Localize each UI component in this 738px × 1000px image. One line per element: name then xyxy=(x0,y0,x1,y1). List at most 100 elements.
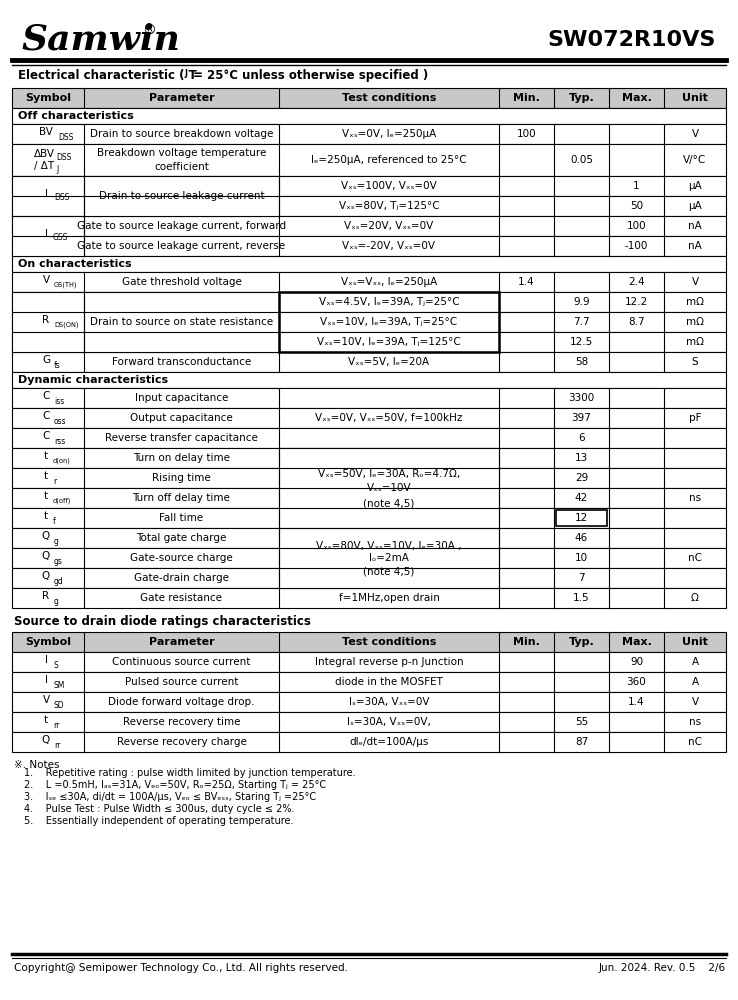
Text: Vₓₛ=0V, Vₓₛ=50V, f=100kHz: Vₓₛ=0V, Vₓₛ=50V, f=100kHz xyxy=(315,413,463,423)
Text: gs: gs xyxy=(54,556,63,566)
Text: 360: 360 xyxy=(627,677,646,687)
Text: 1.    Repetitive rating : pulse width limited by junction temperature.: 1. Repetitive rating : pulse width limit… xyxy=(24,768,356,778)
Text: Reverse transfer capacitance: Reverse transfer capacitance xyxy=(105,433,258,443)
Text: S: S xyxy=(53,660,58,670)
Text: Iₒ=2mA: Iₒ=2mA xyxy=(369,553,409,563)
Text: fs: fs xyxy=(54,360,61,369)
Text: Rising time: Rising time xyxy=(152,473,211,483)
Text: A: A xyxy=(692,657,699,667)
Text: Min.: Min. xyxy=(513,93,540,103)
Text: 42: 42 xyxy=(575,493,588,503)
Text: nA: nA xyxy=(688,221,702,231)
Text: ns: ns xyxy=(689,493,701,503)
Text: Pulsed source current: Pulsed source current xyxy=(125,677,238,687)
Text: 29: 29 xyxy=(575,473,588,483)
Text: t: t xyxy=(44,451,48,461)
Text: Vₓₛ=4.5V, Iₑ=39A, Tⱼ=25°C: Vₓₛ=4.5V, Iₑ=39A, Tⱼ=25°C xyxy=(319,297,459,307)
Text: f=1MHz,open drain: f=1MHz,open drain xyxy=(339,593,439,603)
Bar xyxy=(12,388,726,408)
Text: diode in the MOSFET: diode in the MOSFET xyxy=(335,677,443,687)
Text: Turn off delay time: Turn off delay time xyxy=(133,493,230,503)
Text: 4.    Pulse Test : Pulse Width ≤ 300us, duty cycle ≤ 2%.: 4. Pulse Test : Pulse Width ≤ 300us, dut… xyxy=(24,804,294,814)
Bar xyxy=(12,292,279,352)
Text: 3.    Iₛₑ ≤30A, di/dt = 100A/μs, Vₑₒ ≤ BVₑₛₛ, Staring Tⱼ =25°C: 3. Iₛₑ ≤30A, di/dt = 100A/μs, Vₑₒ ≤ BVₑₛ… xyxy=(24,792,316,802)
Text: d(off): d(off) xyxy=(53,498,72,504)
Text: rr: rr xyxy=(54,740,61,750)
Text: Gate to source leakage current, forward: Gate to source leakage current, forward xyxy=(77,221,286,231)
Bar xyxy=(12,692,726,712)
Text: iss: iss xyxy=(54,396,64,406)
Text: 1.4: 1.4 xyxy=(628,697,645,707)
Text: BV: BV xyxy=(39,127,53,137)
Text: mΩ: mΩ xyxy=(686,317,704,327)
Text: Output capacitance: Output capacitance xyxy=(130,413,233,423)
Text: Iₛ=30A, Vₓₛ=0V: Iₛ=30A, Vₓₛ=0V xyxy=(349,697,430,707)
Text: Vₓₛ=Vₓₛ, Iₑ=250μA: Vₓₛ=Vₓₛ, Iₑ=250μA xyxy=(341,277,437,287)
Text: Q: Q xyxy=(42,551,50,561)
Text: Vₓₛ=0V, Iₑ=250μA: Vₓₛ=0V, Iₑ=250μA xyxy=(342,129,436,139)
Text: V/°C: V/°C xyxy=(683,155,706,165)
Bar xyxy=(12,292,726,312)
Text: nC: nC xyxy=(688,737,702,747)
Text: 1.4: 1.4 xyxy=(518,277,535,287)
Text: mΩ: mΩ xyxy=(686,337,704,347)
Text: Total gate charge: Total gate charge xyxy=(137,533,227,543)
Text: Vₓₛ=5V, Iₑ=20A: Vₓₛ=5V, Iₑ=20A xyxy=(348,357,430,367)
Text: 90: 90 xyxy=(630,657,643,667)
Text: ※. Notes: ※. Notes xyxy=(14,760,60,770)
Text: DSS: DSS xyxy=(56,152,72,161)
Text: GS(TH): GS(TH) xyxy=(54,282,77,288)
Text: 3300: 3300 xyxy=(568,393,595,403)
Bar xyxy=(12,528,726,548)
Text: J: J xyxy=(56,164,58,174)
Text: 10: 10 xyxy=(575,553,588,563)
Text: 7.7: 7.7 xyxy=(573,317,590,327)
Text: rss: rss xyxy=(54,436,65,446)
Text: 100: 100 xyxy=(627,221,646,231)
Text: Turn on delay time: Turn on delay time xyxy=(133,453,230,463)
Bar xyxy=(12,176,726,196)
Text: Vₓₛ=80V, Tⱼ=125°C: Vₓₛ=80V, Tⱼ=125°C xyxy=(339,201,439,211)
Text: coefficient: coefficient xyxy=(154,162,209,172)
Text: 397: 397 xyxy=(571,413,591,423)
Text: Forward transconductance: Forward transconductance xyxy=(112,357,251,367)
Bar xyxy=(12,712,726,732)
Text: μA: μA xyxy=(688,201,702,211)
Text: -100: -100 xyxy=(625,241,648,251)
Bar xyxy=(12,588,726,608)
Text: dIₑ/dt=100A/μs: dIₑ/dt=100A/μs xyxy=(349,737,429,747)
Text: 2.4: 2.4 xyxy=(628,277,645,287)
Bar xyxy=(12,312,726,332)
Text: V: V xyxy=(43,695,49,705)
Bar xyxy=(279,528,499,588)
Text: Iₛ=30A, Vₓₛ=0V,: Iₛ=30A, Vₓₛ=0V, xyxy=(347,717,431,727)
Bar xyxy=(12,216,726,236)
Text: SD: SD xyxy=(54,700,65,710)
Text: S: S xyxy=(692,357,698,367)
Text: Input capacitance: Input capacitance xyxy=(135,393,228,403)
Text: C: C xyxy=(42,391,49,401)
Text: Gate threshold voltage: Gate threshold voltage xyxy=(122,277,241,287)
Bar xyxy=(12,548,726,568)
Bar xyxy=(12,196,726,216)
Text: Q: Q xyxy=(42,735,50,745)
Text: ΔBV: ΔBV xyxy=(33,149,55,159)
Text: Iₑ=250μA, referenced to 25°C: Iₑ=250μA, referenced to 25°C xyxy=(311,155,467,165)
Text: R: R xyxy=(43,591,49,601)
Text: Copyright@ Semipower Technology Co., Ltd. All rights reserved.: Copyright@ Semipower Technology Co., Ltd… xyxy=(14,963,348,973)
Text: Drain to source breakdown voltage: Drain to source breakdown voltage xyxy=(90,129,273,139)
Bar xyxy=(12,672,726,692)
Text: C: C xyxy=(42,411,49,421)
Text: Drain to source leakage current: Drain to source leakage current xyxy=(99,191,264,201)
Text: Max.: Max. xyxy=(621,93,652,103)
Text: 9.9: 9.9 xyxy=(573,297,590,307)
Text: GSS: GSS xyxy=(53,233,69,242)
Text: Jun. 2024. Rev. 0.5    2/6: Jun. 2024. Rev. 0.5 2/6 xyxy=(599,963,726,973)
Text: 100: 100 xyxy=(517,129,537,139)
Bar xyxy=(12,144,726,176)
Text: V: V xyxy=(692,129,699,139)
Text: Symbol: Symbol xyxy=(25,637,71,647)
Text: t: t xyxy=(44,491,48,501)
Text: Breakdown voltage temperature: Breakdown voltage temperature xyxy=(97,148,266,158)
Text: d(on): d(on) xyxy=(53,458,71,464)
